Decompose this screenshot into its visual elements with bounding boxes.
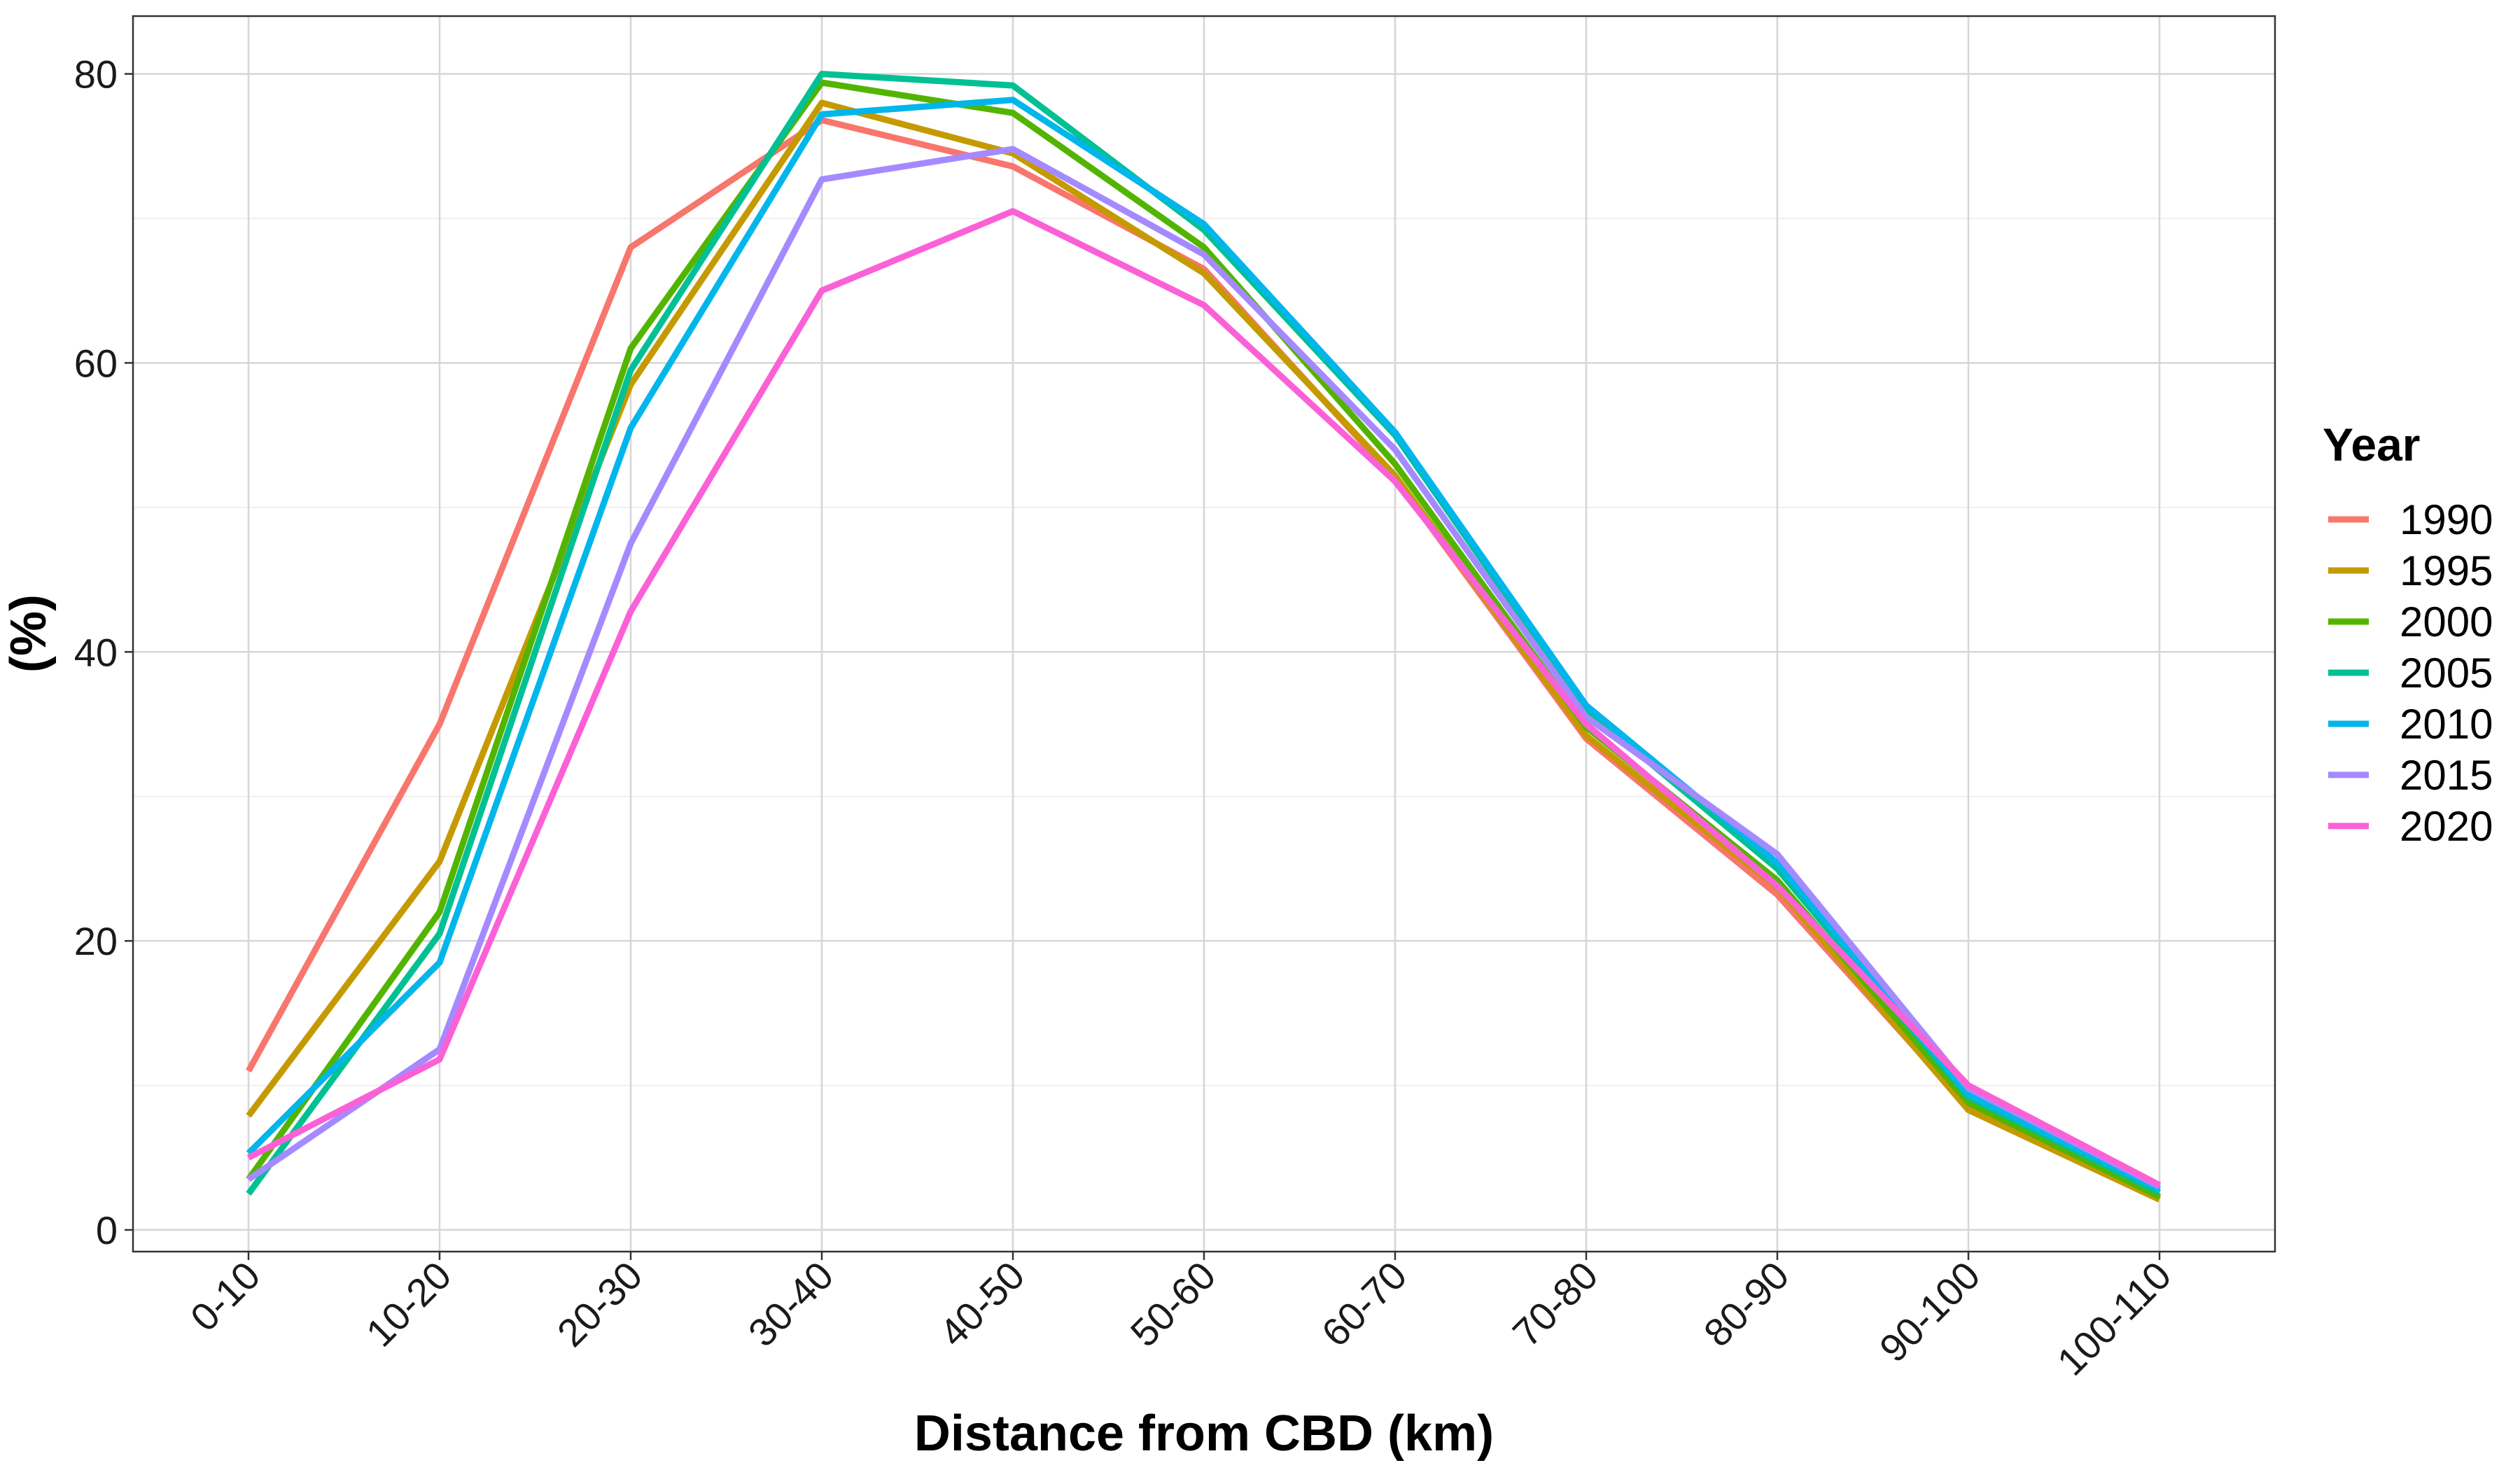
x-tick-label: 80-90	[1695, 1253, 1798, 1355]
legend-item-2000: 2000	[2328, 598, 2493, 645]
x-tick-label: 100-110	[2049, 1253, 2180, 1384]
x-tick-label: 90-100	[1871, 1253, 1989, 1371]
x-tick-label: 40-50	[931, 1253, 1033, 1355]
y-axis: 0 20 40 60 80	[74, 52, 133, 1252]
legend-item-2020: 2020	[2328, 803, 2493, 850]
y-tick-label: 80	[74, 52, 118, 97]
legend-label: 2000	[2400, 598, 2493, 645]
x-tick-label: 30-40	[740, 1253, 842, 1355]
x-tick-label: 10-20	[358, 1253, 460, 1355]
y-tick-label: 40	[74, 630, 118, 674]
legend-item-2005: 2005	[2328, 650, 2493, 696]
legend-item-1995: 1995	[2328, 547, 2493, 594]
series-line-2015	[246, 146, 2162, 1190]
legend-label: 1995	[2400, 547, 2493, 594]
legend-item-2015: 2015	[2328, 752, 2493, 799]
y-tick-label: 60	[74, 341, 118, 385]
x-axis: 0-10 10-20 20-30 30-40 40-50 50-60 60-70 70-80 8…	[182, 1252, 2180, 1384]
x-tick-label: 0-10	[182, 1253, 269, 1340]
series-line-2010	[246, 97, 2162, 1193]
x-tick-label: 70-80	[1504, 1253, 1606, 1355]
legend-item-2010: 2010	[2328, 701, 2493, 748]
legend-label: 2015	[2400, 752, 2493, 799]
legend-label: 2020	[2400, 803, 2493, 850]
legend-title: Year	[2323, 419, 2420, 470]
series-line-2020	[246, 208, 2162, 1188]
y-tick-label: 0	[96, 1208, 118, 1252]
x-axis-title: Distance from CBD (km)	[914, 1406, 1494, 1462]
y-axis-title: (%)	[1, 594, 57, 673]
legend-item-1990: 1990	[2328, 496, 2493, 543]
legend-label: 2010	[2400, 701, 2493, 748]
legend-label: 2005	[2400, 650, 2493, 696]
series-lines	[246, 71, 2162, 1203]
x-tick-label: 60-70	[1313, 1253, 1415, 1355]
y-tick-label: 20	[74, 919, 118, 963]
x-tick-label: 20-30	[549, 1253, 651, 1355]
x-tick-label: 50-60	[1122, 1253, 1224, 1355]
legend-label: 1990	[2400, 496, 2493, 543]
